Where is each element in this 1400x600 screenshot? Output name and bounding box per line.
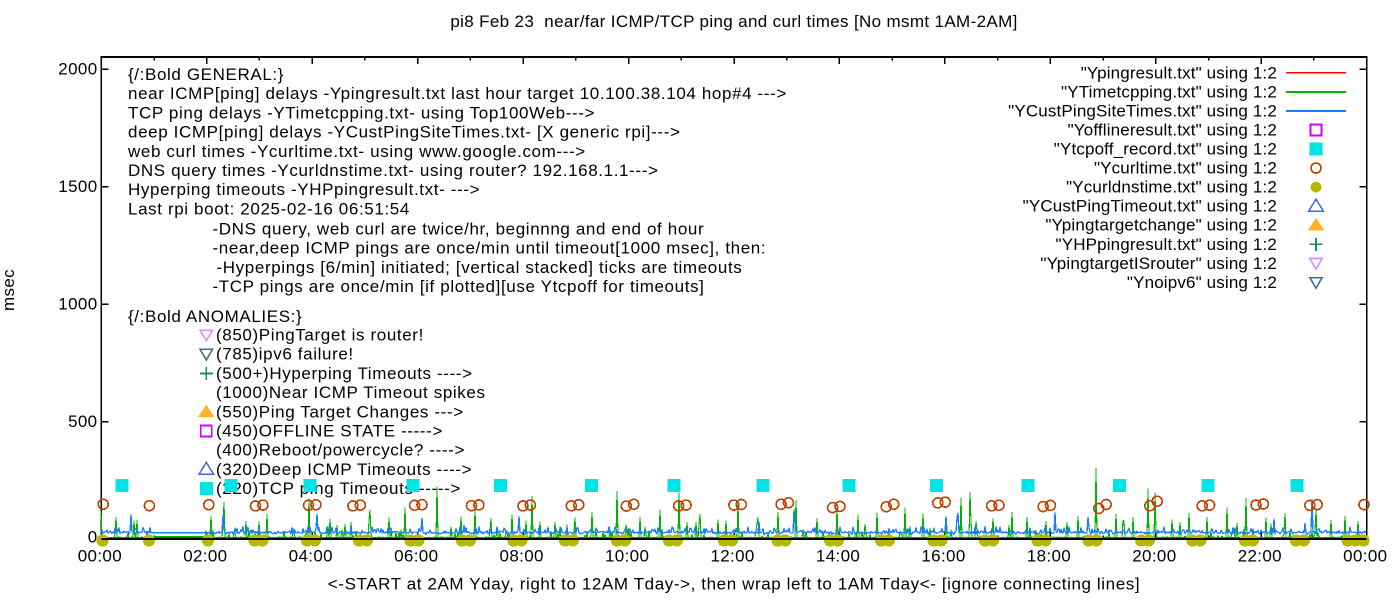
svg-text:2000: 2000 (58, 60, 97, 79)
svg-text:"YpingtargetISrouter" using 1:: "YpingtargetISrouter" using 1:2 (1040, 254, 1277, 273)
svg-text:(220)TCP ping Timeouts ----->: (220)TCP ping Timeouts -----> (216, 479, 461, 498)
svg-text:18:00: 18:00 (1027, 547, 1071, 566)
svg-text:msec: msec (0, 269, 18, 311)
svg-text:web curl times -Ycurltime.txt-: web curl times -Ycurltime.txt- using www… (127, 142, 586, 161)
svg-text:0: 0 (88, 528, 98, 547)
svg-text:"Ytcpoff_record.txt" using 1:2: "Ytcpoff_record.txt" using 1:2 (1054, 140, 1277, 159)
svg-text:"YTimetcpping.txt" using 1:2: "YTimetcpping.txt" using 1:2 (1061, 82, 1277, 101)
svg-text:(320)Deep ICMP Timeouts ---->: (320)Deep ICMP Timeouts ----> (216, 460, 472, 479)
svg-text:(400)Reboot/powercycle? ---->: (400)Reboot/powercycle? ----> (216, 441, 465, 460)
svg-text:(450)OFFLINE STATE ----->: (450)OFFLINE STATE -----> (216, 422, 443, 441)
svg-text:1000: 1000 (58, 295, 97, 314)
svg-text:"Ycurltime.txt" using 1:2: "Ycurltime.txt" using 1:2 (1094, 159, 1277, 178)
svg-text:12:00: 12:00 (710, 547, 754, 566)
svg-text:16:00: 16:00 (921, 547, 965, 566)
svg-text:{/:Bold ANOMALIES:}: {/:Bold ANOMALIES:} (128, 307, 302, 326)
svg-text:00:00: 00:00 (78, 547, 122, 566)
svg-text:pi8 Feb 23 near/far ICMP/TCP: pi8 Feb 23 near/far ICMP/TCP ping and cu… (450, 12, 1017, 31)
svg-text:"YCustPingSiteTimes.txt" using: "YCustPingSiteTimes.txt" using 1:2 (1008, 101, 1277, 120)
svg-text:Last rpi boot: 2025-02-16 06:5: Last rpi boot: 2025-02-16 06:51:54 (128, 199, 410, 218)
svg-text:-near,deep ICMP pings are once: -near,deep ICMP pings are once/min until… (213, 239, 767, 258)
svg-text:"Yofflineresult.txt" using 1:2: "Yofflineresult.txt" using 1:2 (1068, 120, 1277, 139)
svg-text:10:00: 10:00 (605, 547, 649, 566)
svg-text:DNS query times -Ycurldnstime.: DNS query times -Ycurldnstime.txt- using… (128, 161, 659, 180)
svg-text:"YCustPingTimeout.txt" using 1: "YCustPingTimeout.txt" using 1:2 (1023, 197, 1277, 216)
svg-text:"Ynoipv6" using 1:2: "Ynoipv6" using 1:2 (1127, 273, 1277, 292)
svg-text:-Hyperpings [6/min] initiated;: -Hyperpings [6/min] initiated; [vertical… (217, 258, 743, 277)
svg-text:<-START at 2AM Yday, right to: <-START at 2AM Yday, right to 12AM Tday-… (328, 575, 1140, 594)
svg-text:-TCP pings are once/min [if pl: -TCP pings are once/min [if plotted][use… (213, 277, 705, 296)
svg-text:"Ycurldnstime.txt" using 1:2: "Ycurldnstime.txt" using 1:2 (1066, 178, 1277, 197)
svg-text:(850)PingTarget is router!: (850)PingTarget is router! (216, 326, 424, 345)
svg-text:"Ypingtargetchange" using 1:2: "Ypingtargetchange" using 1:2 (1045, 216, 1277, 235)
svg-text:(785)ipv6 failure!: (785)ipv6 failure! (216, 345, 354, 364)
svg-text:04:00: 04:00 (289, 547, 333, 566)
svg-text:14:00: 14:00 (816, 547, 860, 566)
svg-text:(550)Ping Target Changes --->: (550)Ping Target Changes ---> (216, 402, 464, 421)
svg-text:"Ypingresult.txt" using 1:2: "Ypingresult.txt" using 1:2 (1081, 63, 1277, 82)
svg-text:08:00: 08:00 (500, 547, 544, 566)
svg-text:-DNS query, web curl are twice: -DNS query, web curl are twice/hr, begin… (213, 219, 705, 238)
svg-text:"YHPpingresult.txt" using 1:2: "YHPpingresult.txt" using 1:2 (1056, 235, 1277, 254)
svg-text:TCP ping delays -YTimetcpping.: TCP ping delays -YTimetcpping.txt- using… (128, 103, 595, 122)
svg-text:1500: 1500 (58, 177, 97, 196)
svg-text:Hyperping timeouts -YHPpingres: Hyperping timeouts -YHPpingresult.txt- -… (128, 180, 480, 199)
svg-text:(1000)Near ICMP Timeout spikes: (1000)Near ICMP Timeout spikes (216, 383, 486, 402)
svg-text:near ICMP[ping] delays -Ypingr: near ICMP[ping] delays -Ypingresult.txt … (128, 84, 787, 103)
svg-text:02:00: 02:00 (183, 547, 227, 566)
svg-text:20:00: 20:00 (1132, 547, 1176, 566)
svg-text:00:00: 00:00 (1343, 547, 1387, 566)
svg-text:500: 500 (68, 412, 97, 431)
svg-text:{/:Bold GENERAL:}: {/:Bold GENERAL:} (128, 65, 284, 84)
svg-text:06:00: 06:00 (394, 547, 438, 566)
svg-text:deep ICMP[ping] delays -YCustP: deep ICMP[ping] delays -YCustPingSiteTim… (128, 123, 681, 142)
svg-text:22:00: 22:00 (1238, 547, 1282, 566)
svg-text:(500+)Hyperping Timeouts ---->: (500+)Hyperping Timeouts ----> (216, 364, 473, 383)
